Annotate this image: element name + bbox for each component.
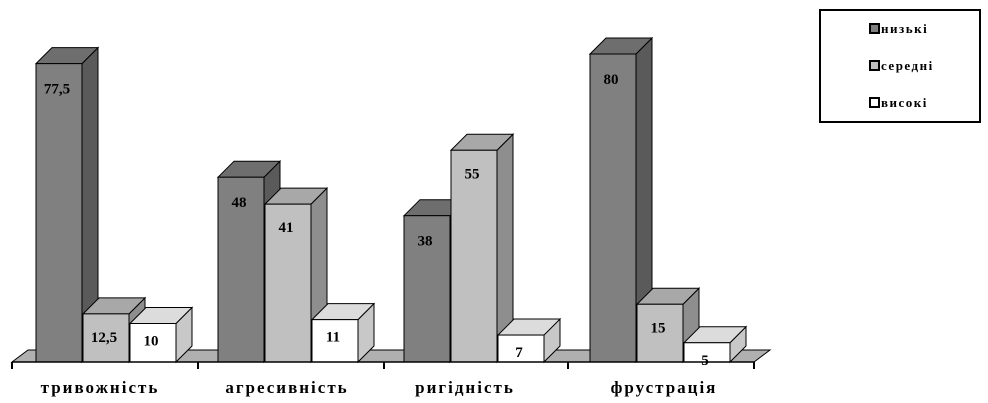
legend-label: високі bbox=[881, 95, 928, 110]
data-label: 48 bbox=[232, 195, 247, 211]
data-label: 5 bbox=[701, 353, 709, 369]
legend-box bbox=[819, 9, 981, 123]
tick-label: тривожність bbox=[41, 378, 160, 397]
bar: 7 bbox=[496, 317, 562, 364]
bar: 77,5 bbox=[34, 46, 100, 364]
bar-front bbox=[82, 313, 130, 363]
data-label: 41 bbox=[279, 220, 294, 236]
bar-front bbox=[450, 149, 498, 363]
bar-front bbox=[497, 334, 545, 363]
bar-front bbox=[636, 303, 684, 363]
tick-label: фрустрація bbox=[611, 378, 718, 397]
legend-swatch bbox=[869, 60, 880, 71]
bar: 80 bbox=[588, 36, 654, 364]
data-label: 12,5 bbox=[91, 330, 117, 346]
bar: 15 bbox=[635, 287, 701, 364]
bar-front bbox=[35, 63, 83, 363]
bar: 11 bbox=[310, 302, 376, 364]
bar-group: 77,5 12,5 10 48 41 11 38 55 7 80 15 5 bbox=[34, 36, 748, 369]
data-label: 55 bbox=[465, 166, 480, 182]
data-label: 15 bbox=[651, 320, 666, 336]
tick-label: ригідність bbox=[415, 378, 515, 397]
bar: 5 bbox=[682, 325, 748, 369]
bar-front bbox=[264, 203, 312, 363]
data-label: 80 bbox=[604, 72, 619, 88]
data-label: 10 bbox=[144, 334, 159, 350]
data-label: 38 bbox=[418, 234, 433, 250]
legend: низькі середні високі bbox=[819, 9, 981, 123]
legend-label: низькі bbox=[881, 21, 928, 36]
data-label: 7 bbox=[515, 345, 523, 361]
data-label: 77,5 bbox=[44, 82, 70, 98]
legend-label: середні bbox=[881, 58, 934, 73]
tick-label: агресивність bbox=[225, 378, 348, 397]
bar-front bbox=[311, 319, 359, 363]
legend-swatch bbox=[869, 97, 880, 108]
x-axis: тривожність агресивність ригідність фрустра… bbox=[11, 361, 755, 397]
legend-swatch bbox=[869, 23, 880, 34]
bar: 55 bbox=[449, 133, 515, 364]
bar-front bbox=[217, 176, 265, 363]
bar-front bbox=[589, 53, 637, 363]
bar: 10 bbox=[128, 306, 194, 364]
data-label: 11 bbox=[326, 330, 340, 346]
